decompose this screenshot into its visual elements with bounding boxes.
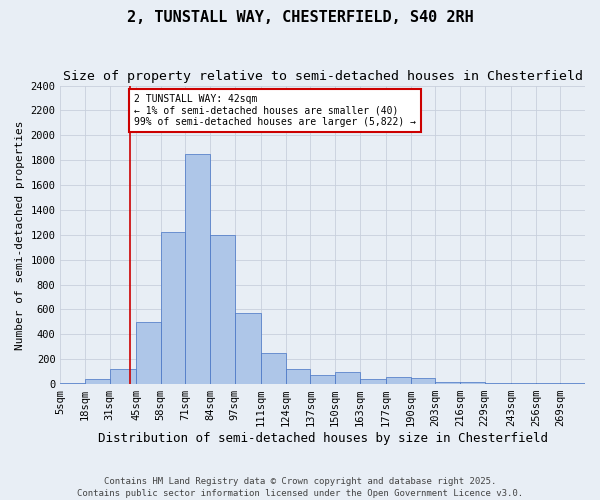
Bar (261, 353, 286, 384)
Bar (411, 378, 436, 384)
Bar (335, 372, 359, 384)
Text: 2, TUNSTALL WAY, CHESTERFIELD, S40 2RH: 2, TUNSTALL WAY, CHESTERFIELD, S40 2RH (127, 10, 473, 25)
Bar (110, 369, 136, 384)
Bar (386, 376, 411, 384)
Bar (460, 382, 485, 384)
Bar (85, 379, 110, 384)
Bar (210, 235, 235, 384)
Text: Contains HM Land Registry data © Crown copyright and database right 2025.
Contai: Contains HM Land Registry data © Crown c… (77, 476, 523, 498)
Text: 2 TUNSTALL WAY: 42sqm
← 1% of semi-detached houses are smaller (40)
99% of semi-: 2 TUNSTALL WAY: 42sqm ← 1% of semi-detac… (134, 94, 416, 128)
Bar (161, 232, 185, 384)
Y-axis label: Number of semi-detached properties: Number of semi-detached properties (15, 120, 25, 350)
Bar (235, 313, 261, 384)
Bar (286, 369, 310, 384)
Title: Size of property relative to semi-detached houses in Chesterfield: Size of property relative to semi-detach… (63, 70, 583, 83)
Bar (136, 322, 161, 384)
Bar (436, 382, 460, 384)
Bar (359, 379, 386, 384)
X-axis label: Distribution of semi-detached houses by size in Chesterfield: Distribution of semi-detached houses by … (98, 432, 548, 445)
Bar (310, 376, 335, 384)
Bar (485, 383, 511, 384)
Bar (61, 383, 85, 384)
Bar (185, 154, 210, 384)
